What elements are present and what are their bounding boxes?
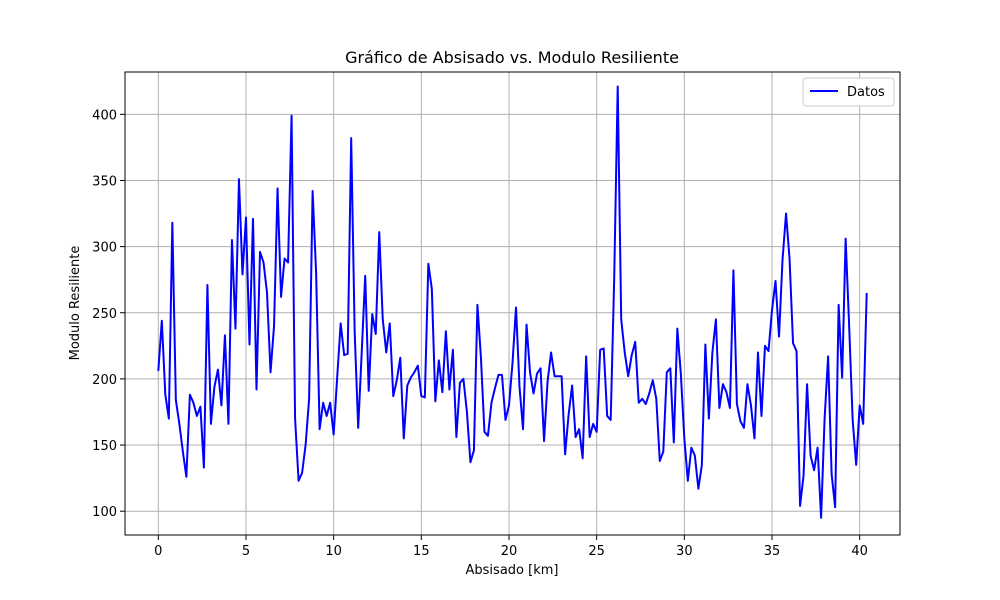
x-tick-label: 20: [501, 544, 518, 559]
grid-lines: [125, 72, 900, 535]
y-tick-label: 200: [92, 373, 117, 388]
y-tick-label: 350: [92, 174, 117, 189]
y-tick-label: 150: [92, 439, 117, 454]
y-tick-label: 100: [92, 505, 117, 520]
chart-title: Gráfico de Absisado vs. Modulo Resilient…: [345, 48, 679, 67]
x-tick-label: 10: [325, 544, 342, 559]
plot-area-frame: [124, 71, 901, 536]
x-tick-label: 25: [588, 544, 605, 559]
legend-label-datos: Datos: [847, 85, 885, 100]
legend: Datos: [802, 77, 895, 107]
x-tick-label: 40: [851, 544, 868, 559]
x-tick-label: 35: [764, 544, 781, 559]
x-axis: 0 5 10 15 20 25 30 35 40: [154, 535, 868, 559]
series-line-datos: [157, 85, 868, 519]
x-tick-label: 5: [242, 544, 250, 559]
x-axis-title: Absisado [km]: [466, 563, 559, 578]
legend-box: [802, 77, 895, 107]
x-tick-label: 30: [676, 544, 693, 559]
y-axis: 100 150 200 250 300 350 400: [92, 108, 125, 520]
y-tick-label: 400: [92, 108, 117, 123]
x-tick-label: 15: [413, 544, 430, 559]
y-tick-label: 300: [92, 241, 117, 256]
y-tick-label: 250: [92, 307, 117, 322]
y-axis-title: Modulo Resiliente: [68, 246, 83, 361]
x-tick-label: 0: [154, 544, 162, 559]
